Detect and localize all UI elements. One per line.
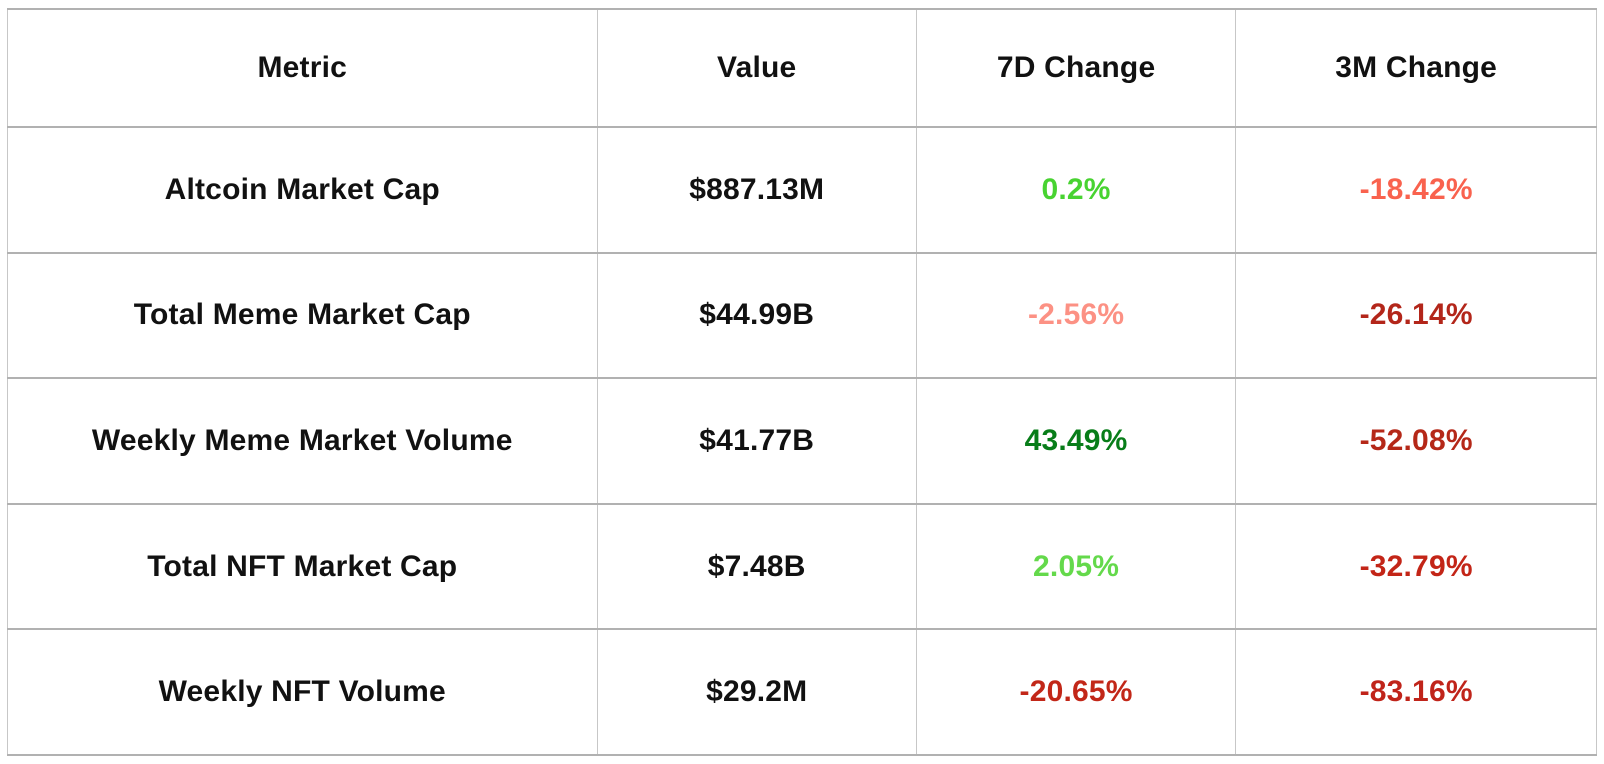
column-header-value: Value (596, 8, 917, 128)
value-cell: $41.77B (596, 377, 917, 505)
metric-cell: Weekly Meme Market Volume (7, 377, 598, 505)
crypto-metrics-table: Metric Value 7D Change 3M Change Altcoin… (7, 8, 1597, 756)
column-header-3m-change: 3M Change (1235, 8, 1597, 128)
change-3m-cell: -52.08% (1235, 377, 1597, 505)
change-3m-cell: -26.14% (1235, 251, 1597, 380)
change-3m-cell: -32.79% (1235, 502, 1597, 631)
table-row: Weekly NFT Volume $29.2M -20.65% -83.16% (7, 628, 1597, 756)
change-7d-cell: -2.56% (915, 251, 1237, 380)
value-cell: $887.13M (596, 126, 917, 254)
value-cell: $29.2M (596, 628, 917, 756)
metrics-table-container: Metric Value 7D Change 3M Change Altcoin… (7, 8, 1597, 756)
table-row: Altcoin Market Cap $887.13M 0.2% -18.42% (7, 126, 1597, 254)
value-cell: $7.48B (596, 502, 917, 631)
table-header-row: Metric Value 7D Change 3M Change (7, 8, 1597, 128)
metric-cell: Total Meme Market Cap (7, 251, 598, 380)
change-3m-cell: -18.42% (1235, 126, 1597, 254)
change-7d-cell: 0.2% (915, 126, 1237, 254)
change-7d-cell: -20.65% (915, 628, 1237, 756)
metric-cell: Altcoin Market Cap (7, 126, 598, 254)
column-header-metric: Metric (7, 8, 598, 128)
metric-cell: Total NFT Market Cap (7, 502, 598, 631)
table-row: Total Meme Market Cap $44.99B -2.56% -26… (7, 251, 1597, 380)
change-7d-cell: 43.49% (915, 377, 1237, 505)
change-7d-cell: 2.05% (915, 502, 1237, 631)
column-header-7d-change: 7D Change (915, 8, 1237, 128)
table-row: Total NFT Market Cap $7.48B 2.05% -32.79… (7, 502, 1597, 631)
value-cell: $44.99B (596, 251, 917, 380)
table-row: Weekly Meme Market Volume $41.77B 43.49%… (7, 377, 1597, 505)
change-3m-cell: -83.16% (1235, 628, 1597, 756)
metric-cell: Weekly NFT Volume (7, 628, 598, 756)
